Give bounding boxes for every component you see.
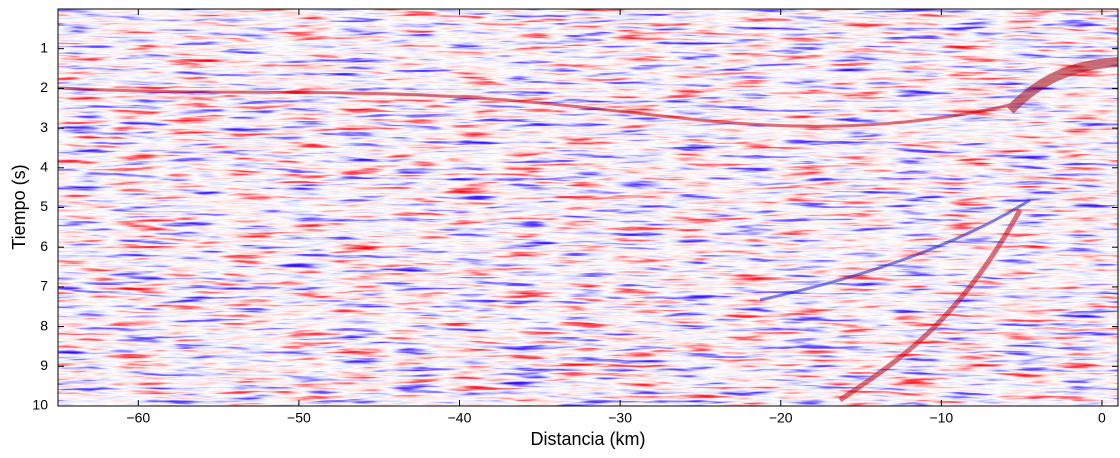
seismic-image <box>58 9 1118 406</box>
y-tick-label: 10 <box>32 397 48 413</box>
x-tick-label: −30 <box>608 410 632 426</box>
plot-area <box>58 9 1118 406</box>
x-tick-label: −40 <box>448 410 472 426</box>
reflector <box>838 208 1023 403</box>
reflector <box>759 198 1031 302</box>
reflector <box>1006 57 1118 114</box>
y-tick-label: 9 <box>40 357 48 373</box>
y-tick-label: 1 <box>40 39 48 55</box>
y-tick-label: 7 <box>40 278 48 294</box>
reflectors <box>58 57 1118 403</box>
x-tick-label: −60 <box>126 410 150 426</box>
y-tick-label: 6 <box>40 238 48 254</box>
y-tick-label: 2 <box>40 79 48 95</box>
y-axis-label: Tiempo (s) <box>9 164 29 249</box>
reflector <box>58 86 1011 128</box>
plot-frame <box>57 8 1119 407</box>
x-tick-label: −50 <box>287 410 311 426</box>
y-tick-label: 5 <box>40 198 48 214</box>
y-tick-label: 3 <box>40 119 48 135</box>
y-tick-label: 4 <box>40 159 48 175</box>
y-tick-label: 8 <box>40 317 48 333</box>
x-axis-label: Distancia (km) <box>530 429 645 449</box>
x-tick-label: 0 <box>1098 410 1106 426</box>
x-tick-label: −10 <box>929 410 953 426</box>
x-tick-label: −20 <box>769 410 793 426</box>
